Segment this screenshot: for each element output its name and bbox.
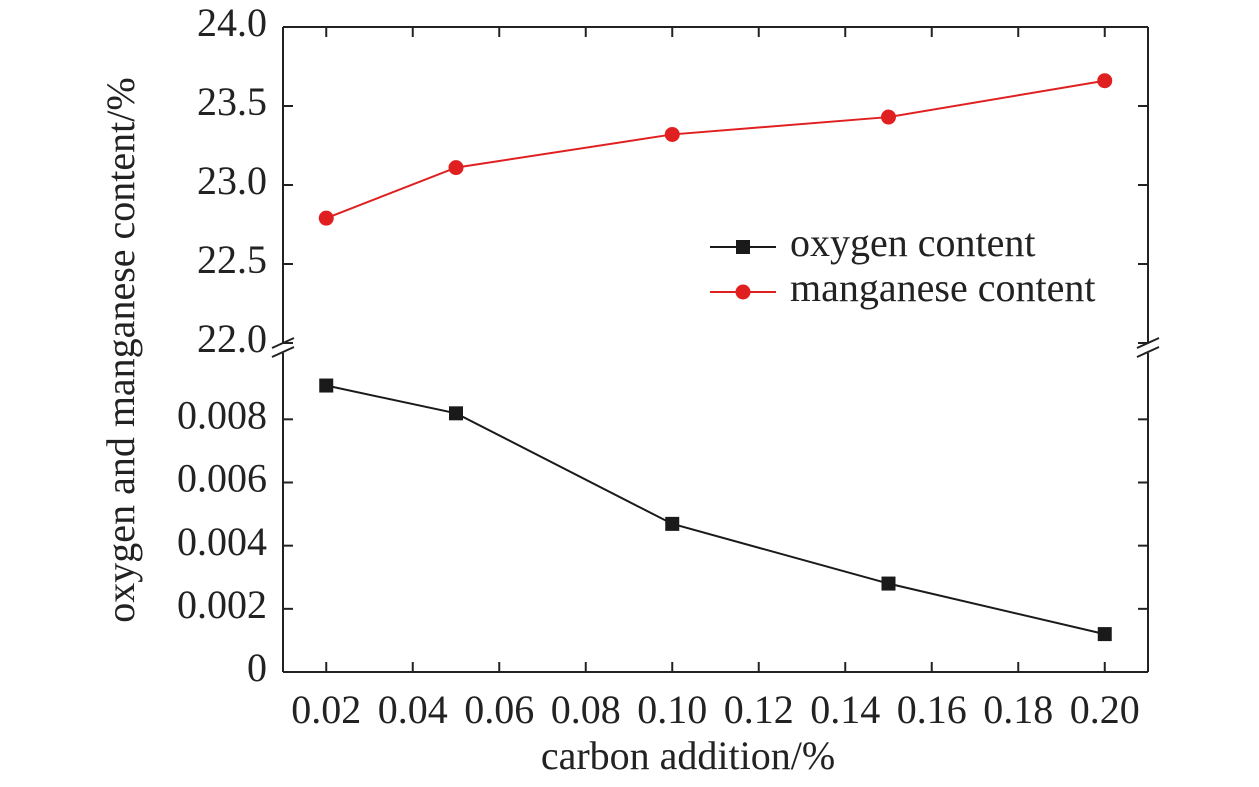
y-tick-label: 22.5 — [197, 237, 267, 282]
y-tick-label: 22.0 — [197, 316, 267, 361]
x-tick-label: 0.12 — [724, 687, 794, 732]
legend-label: manganese content — [790, 265, 1095, 310]
x-tick-label: 0.06 — [464, 687, 534, 732]
legend-label: oxygen content — [790, 220, 1036, 265]
marker — [319, 378, 334, 393]
x-tick-label: 0.20 — [1070, 687, 1140, 732]
x-tick-label: 0.10 — [637, 687, 707, 732]
x-tick-label: 0.04 — [378, 687, 448, 732]
marker — [881, 576, 896, 591]
marker — [664, 126, 680, 142]
y-tick-label: 24.0 — [197, 0, 267, 45]
marker — [1097, 73, 1113, 89]
y-tick-label: 0.006 — [177, 456, 267, 501]
x-tick-label: 0.02 — [291, 687, 361, 732]
series-line — [326, 384, 1105, 636]
x-tick-label: 0.16 — [897, 687, 967, 732]
marker — [318, 210, 334, 226]
y-tick-label: 0.004 — [177, 519, 267, 564]
marker — [1097, 627, 1112, 642]
y-tick-label: 0 — [247, 645, 267, 690]
y-tick-label: 0.008 — [177, 392, 267, 437]
frame — [271, 26, 1160, 673]
x-tick-label: 0.08 — [551, 687, 621, 732]
marker — [448, 160, 464, 176]
marker — [449, 406, 463, 421]
y-axis-label: oxygen and manganese content/% — [98, 77, 143, 622]
series-line — [325, 79, 1105, 220]
marker — [665, 516, 680, 531]
x-axis-label: carbon addition/% — [541, 733, 835, 778]
y-tick-label: 0.002 — [177, 582, 267, 627]
marker — [881, 109, 896, 125]
marker — [736, 240, 750, 254]
marker — [735, 284, 751, 300]
y-tick-label: 23.0 — [197, 158, 267, 203]
x-tick-label: 0.14 — [810, 687, 880, 732]
x-tick-label: 0.18 — [983, 687, 1053, 732]
y-tick-label: 23.5 — [197, 79, 267, 124]
